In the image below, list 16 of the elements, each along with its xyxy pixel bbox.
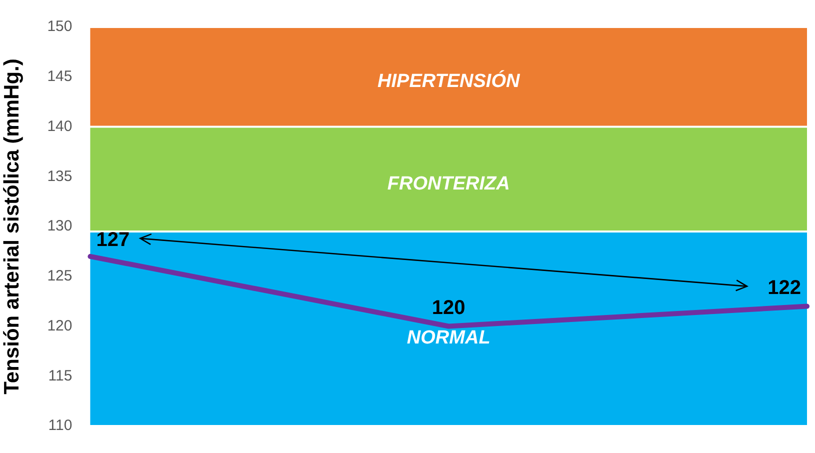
- y-tick-label: 115: [48, 367, 72, 384]
- y-axis-title: Tensión arterial sistólica (mmHg.): [0, 58, 24, 394]
- y-tick-label: 135: [47, 168, 72, 185]
- y-tick-label: 150: [47, 18, 72, 36]
- y-tick-label: 140: [47, 118, 72, 135]
- y-tick-label: 125: [47, 268, 72, 285]
- band-label: NORMAL: [406, 328, 490, 349]
- band-label: HIPERTENSIÓN: [378, 70, 521, 92]
- y-tick-label: 145: [47, 68, 72, 86]
- data-label: 122: [768, 276, 801, 299]
- data-label: 127: [96, 228, 130, 251]
- band-label: FRONTERIZA: [387, 174, 510, 195]
- y-tick-label: 120: [47, 317, 72, 334]
- y-tick-label: 130: [47, 218, 72, 235]
- y-tick-label: 110: [48, 417, 72, 434]
- data-label: 120: [432, 296, 466, 319]
